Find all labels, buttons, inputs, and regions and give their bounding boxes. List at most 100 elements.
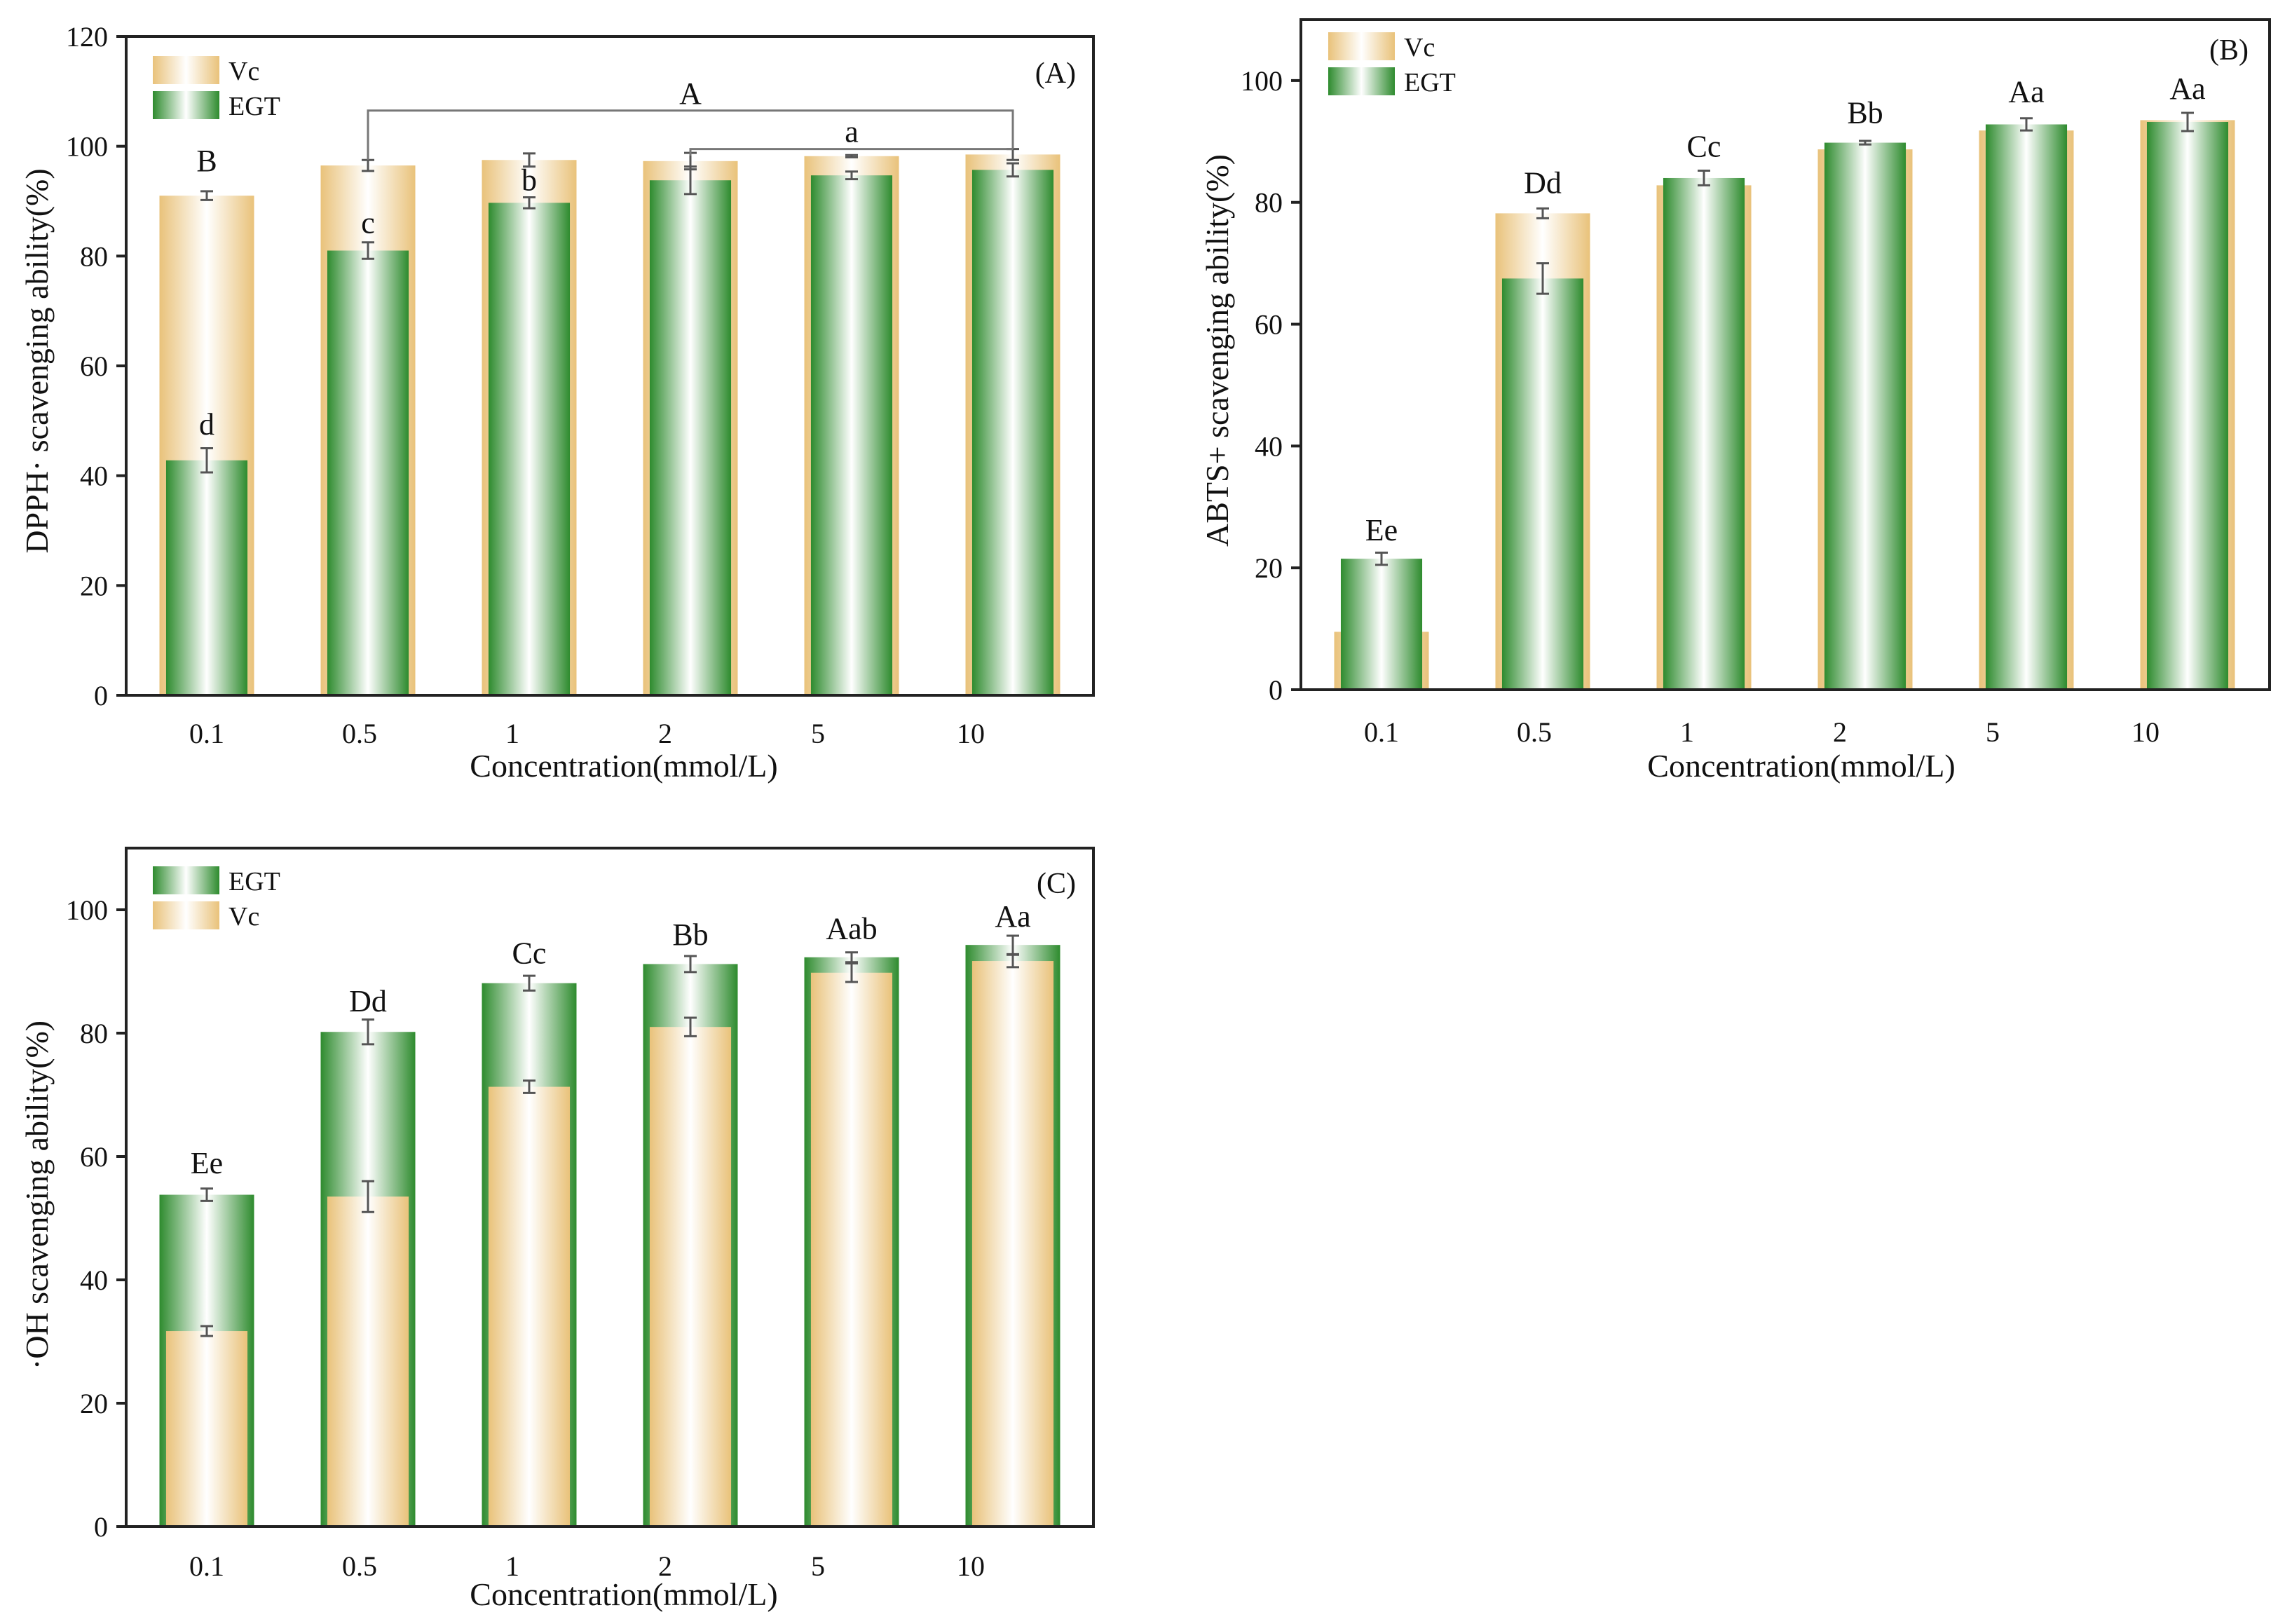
panel-c-bar-vc-4: [810, 972, 893, 1527]
panel-a-bar-egt-2: [488, 203, 571, 696]
panel-b-xtick-label-4: 5: [1986, 716, 2000, 748]
panel-a-error-bars: [200, 148, 1019, 474]
panel-a-error-bar-vc-2: [523, 152, 536, 168]
panel-a-bar-egt-0: [165, 460, 248, 695]
panel-b-ytick-label-1: 20: [1255, 552, 1283, 584]
panel-c-axis-frame: [125, 847, 1095, 1528]
panel-a-bracket-line-0: [367, 109, 1014, 161]
panel-a-bracket-label-0: A: [679, 76, 702, 111]
panel-c-y-ticks: 0 20 40 60 80 100: [66, 894, 126, 1543]
panel-b-x-ticks: 0.1 0.5 1 2 5 10: [1364, 716, 2160, 748]
panel-b-y-ticks: 0 20 40 60 80 100: [1241, 65, 1301, 706]
panel-c-legend-swatch-egt: [153, 866, 219, 894]
panel-c-annotation-4: Aab: [826, 911, 877, 946]
panel-b-bar-egt-4: [1985, 124, 2068, 690]
panel-a-annotation-3: b: [521, 163, 537, 197]
panel-b-annotation-2: Cc: [1687, 130, 1721, 164]
panel-c-error-bar-vc-0: [200, 1325, 213, 1337]
panel-b-ytick-label-2: 40: [1255, 430, 1283, 462]
panel-a-xtick-label-1: 0.5: [342, 718, 377, 749]
panel-b-plot: 0 20 40 60 80 100 0.1 0.5 1 2 5 10 Ee Dd Cc Bb Aa Aa Vc EGT: [1241, 18, 2271, 748]
panel-b-bars: [1334, 120, 2235, 690]
panel-c-bar-vc-3: [649, 1027, 732, 1527]
panel-a-error-bar-egt-4: [845, 170, 858, 181]
panel-a-label: (A): [1035, 57, 1076, 90]
panel-b-xtick-label-2: 1: [1680, 716, 1694, 748]
panel-c-legend: EGT Vc: [153, 866, 280, 932]
panel-a-ytick-label-5: 100: [66, 131, 108, 163]
panel-a-xtick-label-2: 1: [505, 718, 519, 749]
panel-b-annotation-4: Aa: [2008, 74, 2044, 109]
panel-b-bar-egt-1: [1501, 278, 1584, 690]
panel-a-ytick-label-6: 120: [66, 21, 108, 53]
panel-b-legend-swatch-vc: [1328, 32, 1395, 60]
panel-c-error-bar-egt-4: [845, 951, 858, 964]
panel-a-annotation-0: B: [196, 144, 217, 178]
panel-a-error-bar-egt-3: [684, 165, 697, 196]
panel-a-bracket-label-1: a: [845, 115, 859, 149]
panel-a-axis-frame: [125, 35, 1095, 697]
panel-a-ytick-label-2: 40: [80, 460, 108, 492]
panel-c-bar-vc-1: [327, 1196, 409, 1527]
panel-b-annotation-5: Aa: [2169, 71, 2205, 106]
panel-b: 0 20 40 60 80 100 0.1 0.5 1 2 5 10 Ee Dd Cc Bb Aa Aa Vc EGT…: [1199, 18, 2271, 784]
panel-b-ylabel: ABTS+ scavenging ability(%): [1199, 154, 1235, 547]
panel-b-label: (B): [2209, 34, 2249, 67]
panel-a-xtick-label-4: 5: [811, 718, 825, 749]
panel-a-annotation-1: d: [199, 407, 214, 442]
panel-b-xtick-label-5: 10: [2131, 716, 2160, 748]
panel-b-legend: Vc EGT: [1328, 32, 1456, 97]
panel-b-ytick-label-4: 80: [1255, 187, 1283, 219]
panel-c-error-bar-vc-3: [684, 1016, 697, 1037]
panel-b-annotations: Ee Dd Cc Bb Aa Aa: [1365, 71, 2206, 547]
panel-c-axes: [125, 847, 1095, 1528]
panel-b-error-bar-egt-4: [2020, 117, 2033, 132]
panel-a-legend-label-vc: Vc: [228, 57, 259, 86]
panel-a-bar-egt-3: [649, 180, 732, 695]
panel-b-ytick-label-5: 100: [1241, 65, 1283, 97]
panel-a-xlabel: Concentration(mmol/L): [470, 748, 777, 784]
panel-c-bars: [159, 945, 1060, 1527]
panel-a-xtick-label-3: 2: [658, 718, 672, 749]
panel-a-legend-swatch-vc: [153, 56, 219, 84]
panel-c-xtick-label-4: 5: [811, 1550, 825, 1582]
panel-b-error-bar-vc-1: [1536, 207, 1549, 219]
panel-b-legend-label-vc: Vc: [1404, 33, 1435, 62]
panel-a-ytick-label-1: 20: [80, 570, 108, 601]
panel-b-bar-egt-0: [1340, 559, 1423, 690]
panel-b-error-bar-egt-5: [2181, 111, 2194, 132]
panel-c-error-bar-vc-2: [523, 1079, 536, 1094]
panel-c-xtick-label-2: 1: [505, 1550, 519, 1582]
panel-c-xtick-label-1: 0.5: [342, 1550, 377, 1582]
panel-c-bar-vc-5: [971, 961, 1054, 1527]
panel-a-brackets: Aa: [367, 76, 1014, 161]
panel-c-xtick-label-3: 2: [658, 1550, 672, 1582]
panel-b-axes: [1300, 18, 2271, 691]
panel-a-annotation-2: c: [361, 205, 375, 240]
panel-b-bar-egt-2: [1663, 177, 1745, 690]
panel-b-ytick-label-0: 0: [1269, 674, 1283, 706]
panel-c: 0 20 40 60 80 100 0.1 0.5 1 2 5 10 Ee Dd Cc Bb Aab Aa EGT V…: [19, 847, 1095, 1612]
panel-a-bracket-1: [689, 148, 1013, 156]
panel-a-error-bar-vc-0: [200, 190, 213, 201]
panel-c-annotation-5: Aa: [995, 899, 1030, 934]
panel-a-ylabel: DPPH· scavenging ability(%): [19, 168, 55, 553]
panel-b-annotation-1: Dd: [1524, 166, 1562, 200]
panel-c-error-bar-vc-1: [362, 1180, 374, 1213]
panel-a-error-bar-egt-1: [362, 241, 374, 260]
panel-c-ytick-label-5: 100: [66, 894, 108, 926]
panel-b-error-bar-egt-0: [1375, 551, 1388, 566]
panel-a-error-bar-vc-4: [845, 153, 858, 158]
panel-c-ytick-label-1: 20: [80, 1388, 108, 1419]
panel-a-y-ticks: 0 20 40 60 80 100 120: [66, 21, 126, 711]
panel-c-xlabel: Concentration(mmol/L): [470, 1576, 777, 1612]
panel-a-bar-egt-5: [971, 170, 1054, 696]
panel-c-error-bar-egt-0: [200, 1187, 213, 1202]
panel-c-xtick-label-5: 10: [957, 1550, 985, 1582]
panel-b-xtick-label-1: 0.5: [1517, 716, 1552, 748]
panel-c-error-bar-egt-1: [362, 1018, 374, 1046]
panel-a-axes: [125, 35, 1095, 697]
panel-b-bar-egt-3: [1824, 142, 1906, 690]
